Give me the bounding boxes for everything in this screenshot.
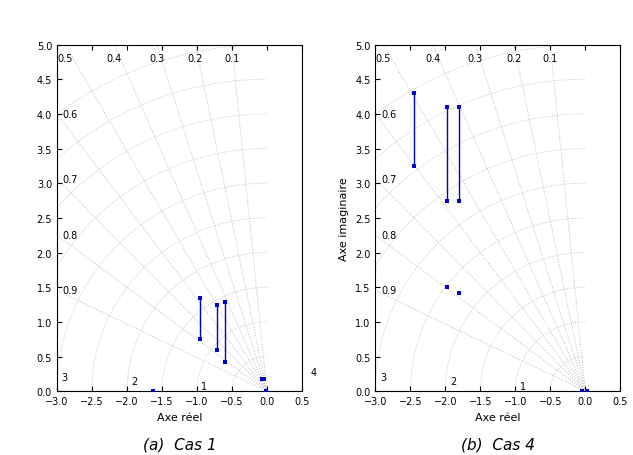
Text: 0.5: 0.5 (57, 54, 73, 64)
Text: 0.8: 0.8 (63, 231, 78, 241)
Text: 0.1: 0.1 (224, 54, 239, 64)
Text: 2: 2 (132, 377, 138, 387)
Y-axis label: Axe imaginaire: Axe imaginaire (339, 177, 349, 260)
Text: (b)  Cas 4: (b) Cas 4 (461, 436, 535, 451)
Text: 0.9: 0.9 (381, 286, 396, 296)
Text: 0.7: 0.7 (63, 175, 78, 185)
Text: 0.2: 0.2 (506, 54, 522, 64)
Text: (a)  Cas 1: (a) Cas 1 (142, 436, 216, 451)
Text: 4: 4 (310, 367, 316, 377)
Text: 0.5: 0.5 (375, 54, 391, 64)
Text: 0.3: 0.3 (468, 54, 483, 64)
Text: 1: 1 (520, 381, 526, 391)
X-axis label: Axe réel: Axe réel (475, 412, 520, 422)
Text: 0.9: 0.9 (63, 286, 78, 296)
Text: 0.6: 0.6 (63, 110, 78, 120)
Text: 0.1: 0.1 (542, 54, 558, 64)
Text: 3: 3 (61, 372, 68, 382)
Text: 0.7: 0.7 (381, 175, 396, 185)
Text: 0.6: 0.6 (381, 110, 396, 120)
Text: 0.4: 0.4 (425, 54, 441, 64)
Text: 0.8: 0.8 (381, 231, 396, 241)
Text: 0.2: 0.2 (188, 54, 203, 64)
Text: 0.3: 0.3 (149, 54, 165, 64)
Text: 3: 3 (380, 372, 386, 382)
Text: 0.4: 0.4 (106, 54, 122, 64)
Text: 2: 2 (450, 377, 456, 387)
Text: 1: 1 (201, 381, 208, 391)
X-axis label: Axe réel: Axe réel (157, 412, 202, 422)
